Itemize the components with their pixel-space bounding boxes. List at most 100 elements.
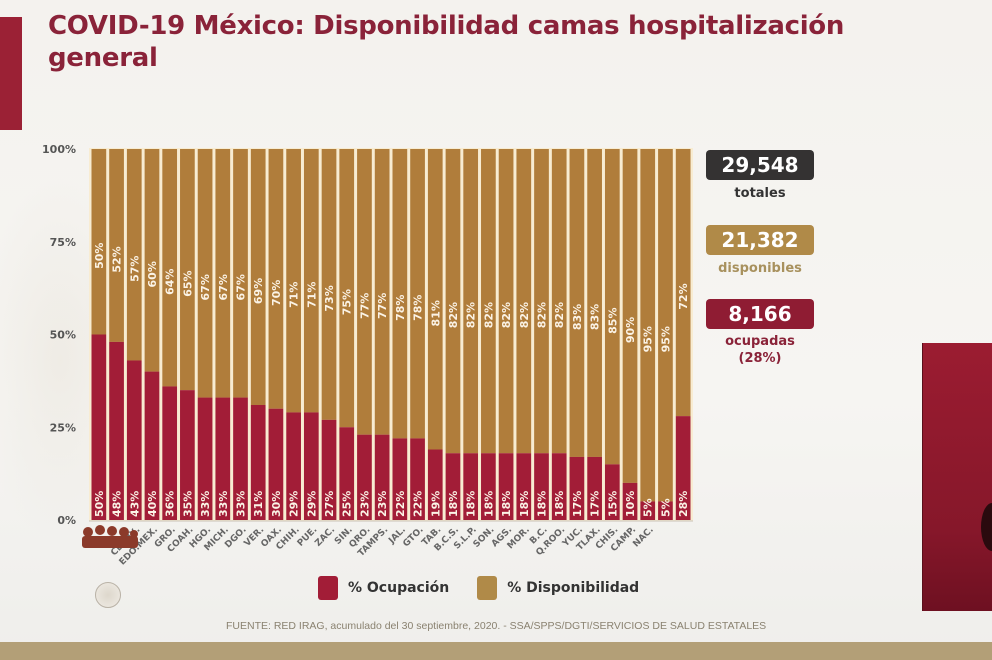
bar-disponibilidad	[427, 149, 443, 450]
bar-label-ocupacion: 17%	[571, 491, 584, 517]
bar-label-disponibilidad: 95%	[642, 326, 655, 352]
bar-label-disponibilidad: 77%	[358, 293, 371, 319]
bar-ocupacion	[551, 453, 567, 520]
bar-ocupacion	[392, 438, 408, 520]
bar-label-disponibilidad: 82%	[536, 302, 549, 328]
bar-label-ocupacion: 18%	[447, 491, 460, 517]
legend-label-disponibilidad: % Disponibilidad	[507, 580, 640, 596]
bar-label-disponibilidad: 81%	[429, 300, 442, 326]
plot-background	[89, 148, 693, 521]
bar-ocupacion	[410, 438, 425, 520]
bar-label-ocupacion: 40%	[146, 491, 159, 517]
bar-label-ocupacion: 18%	[482, 491, 495, 517]
x-axis: CD.MX.EDO.MEX.GRO.COAH.HGO.MICH.DGO.VER.…	[109, 525, 656, 567]
bar-ocupacion	[233, 397, 248, 520]
x-tick-label: ZAC.	[313, 525, 337, 549]
bar-label-ocupacion: 48%	[111, 491, 124, 517]
chart-legend: % Ocupación % Disponibilidad	[318, 576, 667, 600]
bar-disponibilidad	[162, 149, 178, 387]
bar-disponibilidad	[268, 149, 284, 409]
bar-disponibilidad	[91, 149, 107, 335]
bar-ocupacion	[587, 456, 602, 520]
legend-item-disponibilidad: % Disponibilidad	[477, 576, 639, 600]
bar-ocupacion	[534, 453, 549, 520]
bar-ocupacion	[109, 341, 124, 520]
bar-label-ocupacion: 5%	[642, 498, 655, 517]
national-emblem-icon	[95, 582, 121, 608]
bar-label-ocupacion: 43%	[128, 491, 141, 517]
bar-ocupacion	[445, 453, 461, 520]
bar-label-disponibilidad: 82%	[518, 302, 531, 328]
bar-label-disponibilidad: 60%	[146, 261, 159, 287]
bar-ocupacion	[268, 408, 284, 520]
disponibles-value: 21,382	[706, 225, 814, 255]
bar-label-ocupacion: 5%	[659, 498, 672, 517]
y-tick-label: 50%	[50, 329, 76, 342]
bar-ocupacion	[215, 397, 231, 520]
bar-label-disponibilidad: 82%	[447, 302, 460, 328]
y-tick-label: 75%	[50, 236, 76, 249]
y-tick-label: 0%	[57, 514, 76, 527]
bar-disponibilidad	[675, 149, 691, 417]
bar-disponibilidad	[658, 149, 673, 502]
bar-label-disponibilidad: 73%	[323, 285, 336, 311]
bar-label-ocupacion: 10%	[624, 491, 637, 517]
bar-ocupacion	[569, 456, 585, 520]
bar-label-disponibilidad: 70%	[270, 280, 283, 306]
legend-label-ocupacion: % Ocupación	[348, 580, 450, 596]
bar-ocupacion	[286, 412, 301, 520]
bar-label-ocupacion: 36%	[164, 491, 177, 517]
bar-label-ocupacion: 50%	[93, 491, 106, 517]
bar-label-disponibilidad: 71%	[288, 282, 301, 308]
bar-label-ocupacion: 19%	[429, 491, 442, 517]
bars: 50% 50% 48% 52% 43% 57% 40% 60% 36% 64% 35% 65% 33% 6…	[89, 148, 693, 522]
totales-label: totales	[734, 186, 786, 201]
bar-label-ocupacion: 18%	[518, 491, 531, 517]
bar-label-ocupacion: 22%	[412, 491, 425, 517]
bar-label-disponibilidad: 75%	[341, 289, 354, 315]
bar-label-ocupacion: 33%	[217, 491, 230, 517]
bar-disponibilidad	[622, 149, 638, 483]
bar-label-disponibilidad: 90%	[624, 317, 637, 343]
bar-label-disponibilidad: 77%	[376, 293, 389, 319]
bar-disponibilidad	[109, 149, 124, 342]
bar-ocupacion	[250, 404, 266, 520]
bar-disponibilidad	[144, 149, 160, 372]
bar-ocupacion	[180, 390, 195, 520]
totales-value: 29,548	[706, 150, 814, 180]
bar-label-ocupacion: 31%	[252, 491, 265, 517]
bar-label-ocupacion: 29%	[305, 491, 318, 517]
y-axis: 0% 25% 50% 75% 100%	[42, 143, 76, 527]
bar-label-disponibilidad: 67%	[199, 274, 212, 300]
bar-disponibilidad	[233, 149, 248, 398]
bar-label-ocupacion: 27%	[323, 491, 336, 517]
bar-disponibilidad	[197, 149, 213, 398]
bar-ocupacion	[640, 501, 656, 520]
bar-label-disponibilidad: 67%	[235, 274, 248, 300]
bar-label-disponibilidad: 57%	[128, 256, 141, 282]
bar-disponibilidad	[286, 149, 301, 413]
speaker-silhouette	[981, 503, 992, 551]
bar-label-ocupacion: 15%	[606, 491, 619, 517]
legend-swatch-ocupacion	[318, 576, 338, 600]
bar-disponibilidad	[463, 149, 479, 454]
bar-ocupacion	[658, 501, 673, 520]
bar-ocupacion	[481, 453, 496, 520]
bar-label-disponibilidad: 82%	[500, 302, 513, 328]
bar-label-disponibilidad: 71%	[305, 282, 318, 308]
bar-disponibilidad	[569, 149, 585, 457]
stat-totales: 29,548 totales	[706, 150, 814, 202]
title-accent-bar	[0, 17, 22, 130]
bar-label-disponibilidad: 95%	[659, 326, 672, 352]
bar-label-disponibilidad: 82%	[482, 302, 495, 328]
bar-disponibilidad	[303, 149, 319, 413]
bar-label-ocupacion: 30%	[270, 491, 283, 517]
y-tick-label: 25%	[50, 421, 76, 434]
bar-label-ocupacion: 28%	[677, 491, 690, 517]
disponibles-label: disponibles	[718, 261, 802, 276]
bar-label-disponibilidad: 52%	[111, 246, 124, 272]
bar-label-ocupacion: 18%	[465, 491, 478, 517]
bar-ocupacion	[303, 412, 319, 520]
bar-disponibilidad	[410, 149, 425, 439]
bar-disponibilidad	[180, 149, 195, 391]
